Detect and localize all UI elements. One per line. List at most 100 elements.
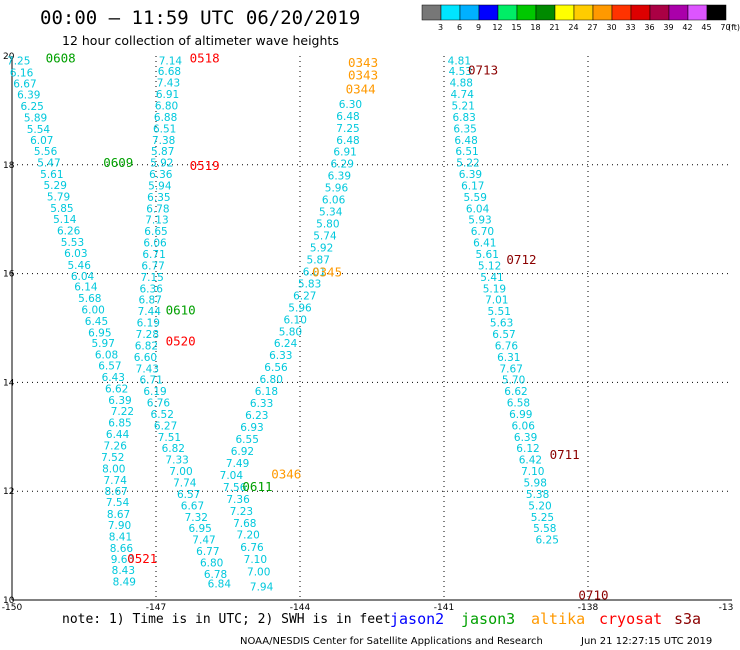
- color-scale-swatch: [668, 4, 689, 21]
- wave-height-value: 5.97: [92, 338, 115, 350]
- wave-height-value: 6.39: [328, 171, 351, 183]
- wave-height-value: 5.80: [279, 326, 302, 338]
- wave-height-value: 8.00: [102, 463, 125, 475]
- wave-height-value: 6.19: [143, 386, 166, 398]
- wave-height-value: 6.04: [466, 203, 490, 215]
- wave-height-value: 7.56: [223, 482, 247, 494]
- wave-height-value: 6.14: [74, 282, 98, 294]
- wave-height-value: 6.71: [140, 375, 163, 387]
- wave-height-value: 5.38: [526, 489, 549, 501]
- wave-height-value: 7.49: [226, 458, 249, 470]
- wave-height-value: 6.08: [95, 350, 118, 362]
- cycle-labels: 0608 0609 0610 0611 0518 0519 0520 0521 03430343…: [46, 51, 609, 603]
- wave-height-value: 8.41: [109, 531, 132, 543]
- wave-height-value: 6.39: [459, 169, 482, 181]
- wave-height-value: 5.56: [34, 146, 58, 158]
- wave-height-value: 5.85: [50, 203, 73, 215]
- cycle-label: 0343: [348, 68, 378, 83]
- wave-height-value: 7.33: [165, 455, 188, 467]
- color-scale-label: 12: [492, 23, 502, 32]
- color-scale-swatch: [535, 4, 556, 21]
- wave-height-value: 5.87: [307, 254, 330, 266]
- wave-height-value: 6.48: [336, 135, 359, 147]
- wave-height-value: 5.98: [524, 477, 547, 489]
- wave-height-value: 6.91: [333, 147, 356, 159]
- wave-height-value: 6.31: [497, 352, 520, 364]
- wave-height-value: 6.06: [512, 420, 536, 432]
- wave-height-value: 6.82: [135, 340, 158, 352]
- wave-height-value: 6.56: [264, 362, 288, 374]
- wave-height-value: 6.12: [516, 443, 539, 455]
- wave-height-value: 6.06: [322, 195, 346, 207]
- wave-height-value: 7.94: [250, 581, 274, 593]
- x-tick-label: -144: [290, 603, 311, 613]
- chart-subtitle: 12 hour collection of altimeter wave hei…: [62, 33, 339, 48]
- wave-height-value: 6.26: [57, 226, 81, 238]
- wave-height-value: 5.79: [47, 191, 70, 203]
- color-scale-swatch: [573, 4, 594, 21]
- wave-height-value: 5.89: [24, 112, 47, 124]
- wave-height-value: 7.25: [336, 123, 359, 135]
- wave-height-value: 5.92: [310, 242, 333, 254]
- mission-legend-item: jason2: [390, 610, 444, 628]
- wave-height-value: 5.21: [452, 101, 475, 113]
- color-scale-legend: 3 6 9 12 15 18 21 24 27 30 33 36 39 42 45 70(ft): [421, 4, 740, 32]
- wave-height-value: 6.67: [181, 500, 204, 512]
- wave-height-value: 5.54: [27, 124, 51, 136]
- wave-height-value: 6.76: [147, 398, 171, 410]
- color-scale-label: 21: [549, 23, 559, 32]
- color-scale-label: 30: [606, 23, 616, 32]
- wave-height-value: 6.70: [471, 226, 494, 238]
- color-scale-swatch: [611, 4, 632, 21]
- wave-height-value: 5.41: [480, 272, 503, 284]
- cycle-label: 0611: [242, 479, 272, 494]
- cycle-label: 0610: [166, 303, 196, 318]
- wave-height-value: 7.52: [101, 452, 124, 464]
- wave-height-value: 7.26: [104, 441, 128, 453]
- wave-height-value: 7.68: [233, 518, 256, 530]
- wave-height-value: 8.67: [104, 486, 127, 498]
- wave-height-value: 8.43: [112, 565, 135, 577]
- chart-title: 00:00 – 11:59 UTC 06/20/2019: [40, 7, 360, 29]
- wave-height-value: 6.87: [139, 295, 162, 307]
- color-scale-swatch: [478, 4, 499, 21]
- wave-height-value: 5.47: [37, 158, 60, 170]
- wave-height-values: 7.256.166.676.396.255.895.546.075.565.47…: [7, 55, 559, 593]
- cycle-label: 0343: [348, 55, 378, 70]
- wave-height-value: 6.48: [454, 135, 477, 147]
- color-scale-swatch: [630, 4, 651, 21]
- color-scale-label: 70: [720, 23, 730, 32]
- wave-height-value: 7.20: [236, 530, 259, 542]
- mission-legend-item: s3a: [674, 610, 701, 628]
- wave-height-value: 5.46: [68, 260, 92, 272]
- y-tick-label: 18: [3, 161, 15, 171]
- wave-height-value: 5.80: [316, 219, 339, 231]
- wave-height-value: 6.88: [154, 112, 177, 124]
- wave-height-value: 5.70: [502, 375, 525, 387]
- wave-height-value: 6.80: [200, 557, 223, 569]
- wave-height-value: 6.24: [274, 338, 298, 350]
- wave-height-value: 5.51: [488, 306, 511, 318]
- wave-height-value: 6.82: [162, 443, 185, 455]
- cycle-label: 0711: [550, 447, 580, 462]
- wave-height-value: 5.96: [325, 183, 349, 195]
- wave-height-value: 5.20: [528, 500, 551, 512]
- mission-legend-item: cryosat: [599, 610, 662, 628]
- wave-height-value: 6.57: [492, 329, 515, 341]
- cycle-label: 0518: [190, 51, 220, 66]
- wave-height-value: 6.57: [98, 361, 121, 373]
- cycle-label: 0346: [271, 466, 301, 481]
- wave-height-value: 6.91: [156, 89, 179, 101]
- wave-height-value: 6.17: [461, 180, 484, 192]
- color-scale-swatch: [497, 4, 518, 21]
- wave-height-value: 6.43: [102, 372, 125, 384]
- color-scale-swatch: [687, 4, 708, 21]
- color-scale-label: 24: [568, 23, 578, 32]
- wave-height-value: 4.74: [451, 89, 475, 101]
- wave-height-value: 5.94: [148, 180, 172, 192]
- wave-height-value: 5.34: [319, 207, 343, 219]
- grid-lines: [12, 56, 732, 600]
- wave-height-value: 6.95: [188, 523, 211, 535]
